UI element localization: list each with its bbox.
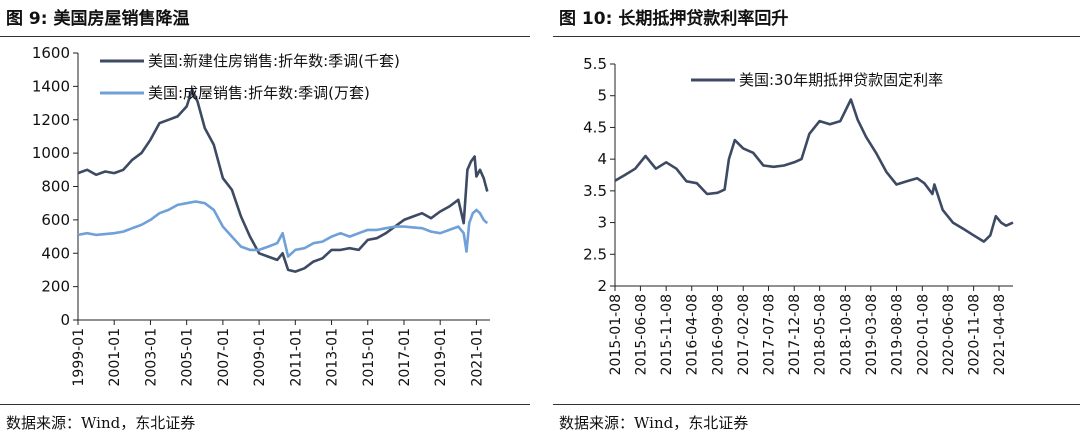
left-legend-label-1: 美国:新建住房销售:折年数:季调(千套) <box>148 52 400 70</box>
left-source-note: 数据来源：Wind，东北证券 <box>6 414 196 432</box>
left-x-tick-label: 2019-01 <box>433 328 449 387</box>
right-figure-label: 图 10: <box>559 9 613 29</box>
left-y-tick-label: 800 <box>41 178 70 196</box>
right-y-tick-label: 5 <box>597 87 607 105</box>
left-y-tick-label: 0 <box>60 311 70 329</box>
left-series-line-2 <box>77 200 489 258</box>
right-x-tick-label: 2017-02-08 <box>736 294 752 375</box>
right-x-tick-label: 2017-07-08 <box>761 294 777 375</box>
right-figure-caption: 长期抵押贷款利率回升 <box>618 9 789 29</box>
left-x-tick-label: 2013-01 <box>325 328 341 387</box>
right-y-tick-label: 2.5 <box>583 245 607 263</box>
left-y-tick-label: 1000 <box>32 144 70 162</box>
right-x-tick-label: 2017-12-08 <box>787 294 803 375</box>
left-x-tick-label: 2021-01 <box>469 328 485 387</box>
right-x-tick-label: 2020-06-08 <box>941 294 957 375</box>
left-x-tick-label: 2009-01 <box>252 328 268 387</box>
left-figure-title: 图 9: 美国房屋销售降温 <box>6 4 196 29</box>
right-source-note: 数据来源：Wind，东北证券 <box>559 414 749 432</box>
right-y-tick-label: 3 <box>597 214 607 232</box>
right-bottom-rule <box>553 404 1080 405</box>
right-y-tick-label: 4 <box>597 150 607 168</box>
right-x-tick-label: 2021-04-08 <box>992 294 1008 375</box>
left-x-tick-label: 2001-01 <box>107 328 123 387</box>
right-x-tick-label: 2016-09-08 <box>710 294 726 375</box>
right-y-tick-label: 4.5 <box>583 118 607 136</box>
right-y-tick-label: 5.5 <box>583 55 607 73</box>
left-bottom-rule <box>0 404 530 405</box>
right-y-tick-label: 2 <box>597 277 607 295</box>
right-x-tick-label: 2015-01-08 <box>608 294 624 375</box>
left-top-rule <box>0 36 530 37</box>
right-x-tick-label: 2015-11-08 <box>659 294 675 375</box>
right-x-tick-label: 2019-08-08 <box>890 294 906 375</box>
left-x-tick-label: 2007-01 <box>216 328 232 387</box>
left-legend-label-2: 美国:成屋销售:折年数:季调(万套) <box>148 84 370 102</box>
right-legend-label-1: 美国:30年期抵押贷款固定利率 <box>739 71 943 89</box>
left-figure-label: 图 9: <box>6 9 48 29</box>
right-top-rule <box>553 36 1080 37</box>
right-x-tick-label: 2018-05-08 <box>813 294 829 375</box>
left-y-tick-label: 1600 <box>32 44 70 62</box>
left-x-tick-label: 2011-01 <box>288 328 304 387</box>
left-x-tick-label: 1999-01 <box>71 328 87 387</box>
right-x-tick-label: 2020-01-08 <box>915 294 931 375</box>
left-x-tick-label: 2017-01 <box>397 328 413 387</box>
right-line-chart: 2 2.5 3 3.5 4 4.5 5 5.5 2015-01-08 2015-06-08 2015… <box>583 55 1014 375</box>
right-x-tick-label: 2019-03-08 <box>864 294 880 375</box>
right-x-tick-label: 2016-04-08 <box>685 294 701 375</box>
right-x-tick-label: 2015-06-08 <box>633 294 649 375</box>
left-chart-panel: 图 9: 美国房屋销售降温 0 200 400 600 800 1000 1200 1400 16… <box>0 0 530 442</box>
left-series-line-1 <box>77 88 489 273</box>
left-line-chart: 0 200 400 600 800 1000 1200 1400 1600 1999-01 2001… <box>32 44 490 387</box>
left-figure-caption: 美国房屋销售降温 <box>53 9 190 29</box>
left-y-tick-label: 1200 <box>32 111 70 129</box>
right-x-tick-label: 2020-11-08 <box>967 294 983 375</box>
left-x-tick-label: 2015-01 <box>361 328 377 387</box>
right-chart-panel: 图 10: 长期抵押贷款利率回升 2 2.5 3 3.5 4 4.5 5 5.5 2015-01-… <box>553 0 1080 442</box>
left-x-tick-label: 2005-01 <box>180 328 196 387</box>
right-figure-title: 图 10: 长期抵押贷款利率回升 <box>559 4 794 29</box>
right-x-tick-label: 2018-10-08 <box>838 294 854 375</box>
right-series-line-1 <box>614 98 1014 243</box>
left-y-tick-label: 400 <box>41 244 70 262</box>
right-y-tick-label: 3.5 <box>583 182 607 200</box>
left-y-tick-label: 1400 <box>32 77 70 95</box>
left-y-tick-label: 600 <box>41 211 70 229</box>
left-x-tick-label: 2003-01 <box>143 328 159 387</box>
left-y-tick-label: 200 <box>41 278 70 296</box>
